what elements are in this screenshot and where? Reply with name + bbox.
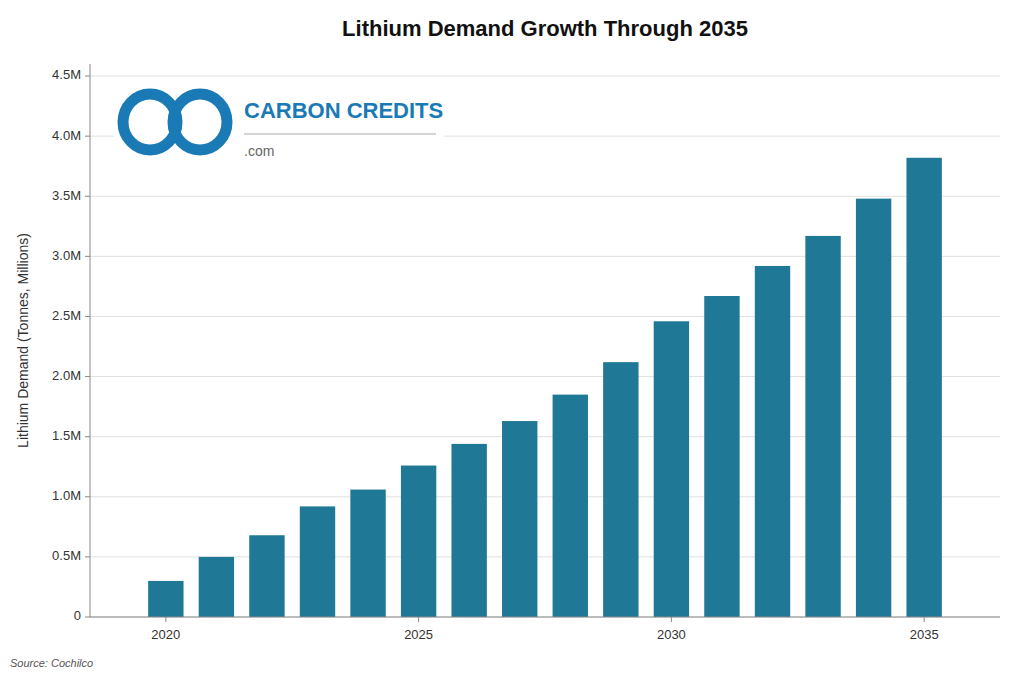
y-ticks: 0 0.5M 1.0M 1.5M 2.0M 2.5M 3.0M 3.5M 4.0M 4.5M (52, 67, 90, 623)
chart: 0 0.5M 1.0M 1.5M 2.0M 2.5M 3.0M 3.5M 4.0M 4.5M 202… (0, 0, 1024, 677)
y-tick-label: 2.5M (52, 308, 81, 323)
y-tick-label: 4.5M (52, 67, 81, 82)
x-tick (418, 617, 419, 622)
bar (300, 506, 335, 617)
y-tick (85, 316, 90, 317)
y-grid (90, 76, 1000, 617)
bars (148, 158, 942, 617)
y-axis-label: Lithium Demand (Tonnes, Millions) (15, 233, 31, 448)
y-tick (85, 256, 90, 257)
y-tick-label: 3.5M (52, 188, 81, 203)
logo-subtext: .com (244, 143, 274, 159)
y-tick-label: 0 (74, 608, 81, 623)
bar (553, 395, 588, 617)
y-tick-label: 1.0M (52, 488, 81, 503)
chart-container: 0 0.5M 1.0M 1.5M 2.0M 2.5M 3.0M 3.5M 4.0M 4.5M 202… (0, 0, 1024, 677)
logo-background (114, 78, 444, 174)
bar (451, 444, 486, 617)
grid-line (90, 617, 1000, 618)
source-note: Source: Cochilco (10, 657, 93, 669)
x-tick-label: 2030 (657, 627, 686, 642)
bar (350, 490, 385, 617)
x-tick (671, 617, 672, 622)
y-tick-label: 1.5M (52, 428, 81, 443)
bar (856, 199, 891, 617)
y-tick (85, 76, 90, 77)
x-axis-line (90, 617, 1000, 618)
bar (654, 321, 689, 617)
y-tick (85, 376, 90, 377)
y-tick (85, 436, 90, 437)
y-tick-label: 0.5M (52, 548, 81, 563)
grid-line (90, 76, 1000, 77)
x-tick (165, 617, 166, 622)
title: Lithium Demand Growth Through 2035 (342, 16, 748, 41)
y-tick (85, 617, 90, 618)
bar (502, 421, 537, 617)
logo-separator (244, 134, 436, 135)
y-tick-label: 4.0M (52, 128, 81, 143)
x-tick-label: 2025 (404, 627, 433, 642)
x-tick (924, 617, 925, 622)
grid-line (90, 196, 1000, 197)
bar (148, 581, 183, 617)
y-axis-line (90, 64, 91, 617)
logo-ring (173, 94, 227, 150)
x-tick-label: 2035 (910, 627, 939, 642)
bar (603, 362, 638, 617)
y-tick-label: 3.0M (52, 248, 81, 263)
logo: CARBON CREDITS .com (114, 78, 444, 174)
bar (755, 266, 790, 617)
y-tick (85, 136, 90, 137)
x-tick-label: 2020 (151, 627, 180, 642)
y-tick (85, 556, 90, 557)
y-tick (85, 196, 90, 197)
bar (906, 158, 941, 617)
x-ticks: 2020 2025 2030 2035 (151, 617, 938, 642)
bar (249, 535, 284, 617)
y-tick (85, 496, 90, 497)
logo-text: CARBON CREDITS (244, 98, 443, 123)
bar (199, 557, 234, 617)
bar (805, 236, 840, 617)
bar (704, 296, 739, 617)
y-tick-label: 2.0M (52, 368, 81, 383)
bar (401, 466, 436, 617)
